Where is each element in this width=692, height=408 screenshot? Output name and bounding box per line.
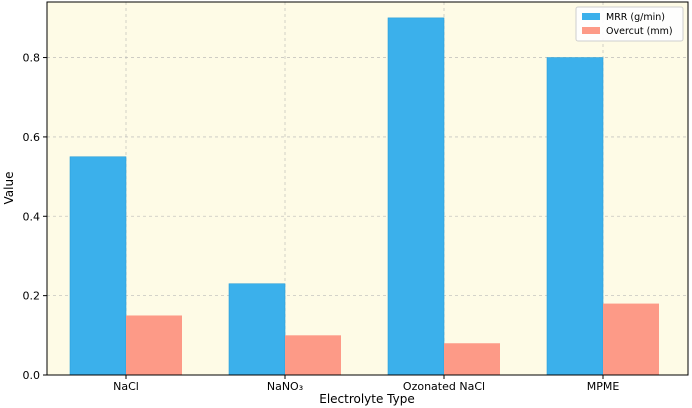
legend-entry: MRR (g/min) [606,12,665,23]
legend-entry: Overcut (mm) [606,26,673,37]
y-tick-label: 0.2 [23,290,41,303]
y-tick-label: 0.4 [23,210,41,223]
bar-mrr [387,17,445,376]
bar-mrr [546,57,604,376]
legend-box [575,6,684,42]
y-tick-label: 0.0 [23,369,41,382]
legend-swatch [582,27,600,34]
y-tick-label: 0.6 [23,131,41,144]
y-axis: 0.0 0.2 0.4 0.6 0.8 [23,52,47,382]
x-tick-label: NaCl [113,380,139,393]
x-tick-label: MPME [587,380,620,393]
plot-frame [46,1,689,376]
legend-swatch [582,13,600,20]
bar-overcut [444,343,500,375]
bar-mrr [228,283,286,376]
x-tick-label: Ozonated NaCl [403,380,485,393]
bar-mrr [69,156,127,376]
x-tick-label: NaNO₃ [267,380,303,393]
legend: MRR (g/min) Overcut (mm) [575,6,684,42]
bar-overcut [603,303,659,375]
bar-overcut [126,315,182,375]
x-axis: NaCl NaNO₃ Ozonated NaCl MPME [113,375,619,393]
bar-overcut [285,335,341,375]
bars [69,17,659,376]
x-axis-label: Electrolyte Type [319,392,415,406]
y-tick-label: 0.8 [23,52,41,65]
y-axis-label: Value [2,172,16,205]
